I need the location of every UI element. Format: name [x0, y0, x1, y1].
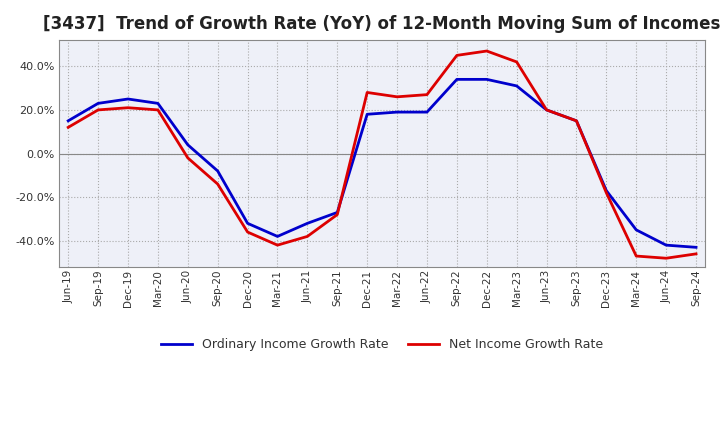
Ordinary Income Growth Rate: [243, 221, 252, 226]
Net Income Growth Rate: [273, 242, 282, 248]
Ordinary Income Growth Rate: [513, 83, 521, 88]
Ordinary Income Growth Rate: [662, 242, 670, 248]
Net Income Growth Rate: [572, 118, 581, 124]
Line: Ordinary Income Growth Rate: Ordinary Income Growth Rate: [68, 79, 696, 247]
Ordinary Income Growth Rate: [94, 101, 102, 106]
Ordinary Income Growth Rate: [482, 77, 491, 82]
Ordinary Income Growth Rate: [423, 110, 431, 115]
Ordinary Income Growth Rate: [542, 107, 551, 113]
Net Income Growth Rate: [453, 53, 462, 58]
Net Income Growth Rate: [392, 94, 401, 99]
Legend: Ordinary Income Growth Rate, Net Income Growth Rate: Ordinary Income Growth Rate, Net Income …: [156, 333, 608, 356]
Net Income Growth Rate: [602, 190, 611, 195]
Ordinary Income Growth Rate: [153, 101, 162, 106]
Ordinary Income Growth Rate: [303, 221, 312, 226]
Net Income Growth Rate: [213, 181, 222, 187]
Ordinary Income Growth Rate: [213, 169, 222, 174]
Ordinary Income Growth Rate: [453, 77, 462, 82]
Ordinary Income Growth Rate: [273, 234, 282, 239]
Ordinary Income Growth Rate: [632, 227, 641, 232]
Net Income Growth Rate: [243, 229, 252, 235]
Ordinary Income Growth Rate: [363, 112, 372, 117]
Net Income Growth Rate: [482, 48, 491, 54]
Ordinary Income Growth Rate: [64, 118, 73, 124]
Net Income Growth Rate: [303, 234, 312, 239]
Net Income Growth Rate: [423, 92, 431, 97]
Title: [3437]  Trend of Growth Rate (YoY) of 12-Month Moving Sum of Incomes: [3437] Trend of Growth Rate (YoY) of 12-…: [43, 15, 720, 33]
Net Income Growth Rate: [184, 155, 192, 161]
Net Income Growth Rate: [542, 107, 551, 113]
Net Income Growth Rate: [513, 59, 521, 65]
Net Income Growth Rate: [692, 251, 701, 257]
Ordinary Income Growth Rate: [184, 142, 192, 147]
Ordinary Income Growth Rate: [692, 245, 701, 250]
Ordinary Income Growth Rate: [333, 210, 341, 215]
Net Income Growth Rate: [153, 107, 162, 113]
Net Income Growth Rate: [124, 105, 132, 110]
Line: Net Income Growth Rate: Net Income Growth Rate: [68, 51, 696, 258]
Ordinary Income Growth Rate: [392, 110, 401, 115]
Ordinary Income Growth Rate: [124, 96, 132, 102]
Net Income Growth Rate: [64, 125, 73, 130]
Ordinary Income Growth Rate: [572, 118, 581, 124]
Ordinary Income Growth Rate: [602, 188, 611, 193]
Net Income Growth Rate: [363, 90, 372, 95]
Net Income Growth Rate: [333, 212, 341, 217]
Net Income Growth Rate: [662, 256, 670, 261]
Net Income Growth Rate: [632, 253, 641, 259]
Net Income Growth Rate: [94, 107, 102, 113]
